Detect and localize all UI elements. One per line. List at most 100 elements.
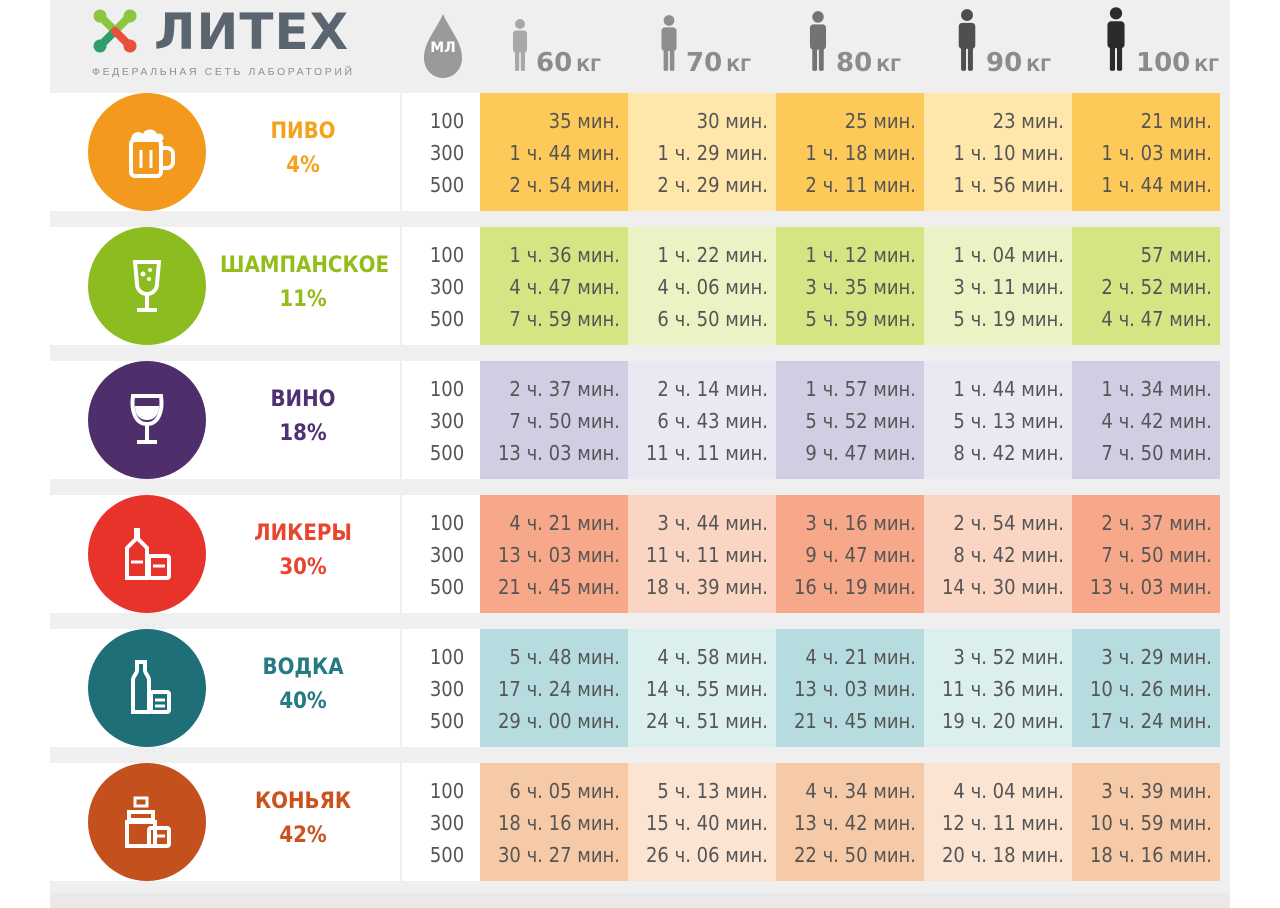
drink-name: ПИВО — [270, 119, 336, 144]
time-cell: 35 мин. 1 ч. 44 мин. 2 ч. 54 мин. — [480, 93, 628, 211]
person-icon — [661, 15, 677, 71]
liqueur-bottle-icon — [125, 528, 171, 580]
time-cell: 1 ч. 04 мин. 3 ч. 11 мин. 5 ч. 19 мин. — [924, 227, 1072, 345]
volume-value: 500 — [429, 575, 465, 599]
time-value: 5 ч. 13 мин. — [657, 779, 768, 803]
volume-value: 500 — [429, 441, 465, 465]
weight-value: 80 — [836, 48, 873, 78]
weight-value: 60 — [536, 48, 573, 78]
volume-column: 100 300 500 — [402, 629, 480, 747]
brand-name: ЛИТЕХ — [154, 3, 350, 61]
weight-unit: КГ — [726, 56, 751, 76]
time-value: 2 ч. 54 мин. — [509, 173, 620, 197]
time-value: 3 ч. 39 мин. — [1101, 779, 1212, 803]
time-list: 2 ч. 37 мин. 7 ч. 50 мин. 13 ч. 03 мин. — [1072, 507, 1212, 599]
time-value: 3 ч. 35 мин. — [805, 275, 916, 299]
drink-info-panel: ШАМПАНСКОЕ 11% — [50, 227, 400, 345]
time-value: 17 ч. 24 мин. — [1089, 709, 1212, 733]
time-list: 35 мин. 1 ч. 44 мин. 2 ч. 54 мин. — [480, 105, 620, 197]
time-list: 3 ч. 39 мин. 10 ч. 59 мин. 18 ч. 16 мин. — [1072, 775, 1212, 867]
drink-group: ВИНО 18% 100 300 500 2 ч. 37 мин. 7 ч. 50 мин.… — [50, 361, 1230, 479]
time-value: 1 ч. 34 мин. — [1101, 377, 1212, 401]
time-value: 6 ч. 50 мин. — [657, 307, 768, 331]
volume-list: 100 300 500 — [402, 775, 484, 867]
volume-value: 300 — [429, 275, 465, 299]
time-value: 5 ч. 19 мин. — [953, 307, 1064, 331]
time-list: 5 ч. 48 мин. 17 ч. 24 мин. 29 ч. 00 мин. — [480, 641, 620, 733]
time-value: 21 ч. 45 мин. — [793, 709, 916, 733]
volume-value: 500 — [429, 173, 465, 197]
time-value: 21 мин. — [1140, 109, 1212, 133]
drink-info-panel: ВОДКА 40% — [50, 629, 400, 747]
time-value: 4 ч. 58 мин. — [657, 645, 768, 669]
time-value: 25 мин. — [844, 109, 916, 133]
time-value: 1 ч. 57 мин. — [805, 377, 916, 401]
time-value: 13 ч. 03 мин. — [793, 677, 916, 701]
time-list: 1 ч. 57 мин. 5 ч. 52 мин. 9 ч. 47 мин. — [776, 373, 916, 465]
volume-column: 100 300 500 — [402, 93, 480, 211]
weight-value: 90 — [986, 48, 1023, 78]
time-cell: 30 мин. 1 ч. 29 мин. 2 ч. 29 мин. — [628, 93, 776, 211]
weight-unit: КГ — [1026, 56, 1051, 76]
volume-value: 500 — [429, 307, 465, 331]
volume-value: 300 — [429, 409, 465, 433]
time-value: 5 ч. 13 мин. — [953, 409, 1064, 433]
time-value: 4 ч. 06 мин. — [657, 275, 768, 299]
time-value: 30 ч. 27 мин. — [497, 843, 620, 867]
time-value: 24 ч. 51 мин. — [645, 709, 768, 733]
time-value: 6 ч. 05 мин. — [509, 779, 620, 803]
time-value: 8 ч. 42 мин. — [953, 441, 1064, 465]
time-value: 3 ч. 44 мин. — [657, 511, 768, 535]
drink-info-panel: ПИВО 4% — [50, 93, 400, 211]
time-cell: 1 ч. 57 мин. 5 ч. 52 мин. 9 ч. 47 мин. — [776, 361, 924, 479]
time-cell: 5 ч. 13 мин. 15 ч. 40 мин. 26 ч. 06 мин. — [628, 763, 776, 881]
time-cell: 21 мин. 1 ч. 03 мин. 1 ч. 44 мин. — [1072, 93, 1220, 211]
vodka-bottle-icon — [131, 660, 171, 714]
time-value: 2 ч. 37 мин. — [1101, 511, 1212, 535]
time-list: 2 ч. 54 мин. 8 ч. 42 мин. 14 ч. 30 мин. — [924, 507, 1064, 599]
time-list: 4 ч. 34 мин. 13 ч. 42 мин. 22 ч. 50 мин. — [776, 775, 916, 867]
time-value: 7 ч. 50 мин. — [509, 409, 620, 433]
volume-column: 100 300 500 — [402, 361, 480, 479]
volume-value: 100 — [429, 377, 465, 401]
time-list: 1 ч. 04 мин. 3 ч. 11 мин. 5 ч. 19 мин. — [924, 239, 1064, 331]
time-cell: 4 ч. 21 мин. 13 ч. 03 мин. 21 ч. 45 мин. — [776, 629, 924, 747]
time-cell: 4 ч. 34 мин. 13 ч. 42 мин. 22 ч. 50 мин. — [776, 763, 924, 881]
time-value: 7 ч. 59 мин. — [509, 307, 620, 331]
volume-header-label: МЛ — [430, 40, 456, 56]
time-list: 6 ч. 05 мин. 18 ч. 16 мин. 30 ч. 27 мин. — [480, 775, 620, 867]
drink-alcohol-percent: 4% — [286, 153, 320, 178]
drink-group: КОНЬЯК 42% 100 300 500 6 ч. 05 мин. 18 ч. 16 м… — [50, 763, 1230, 881]
weight-value: 70 — [686, 48, 723, 78]
time-value: 11 ч. 36 мин. — [941, 677, 1064, 701]
drink-group: ПИВО 4% 100 300 500 35 мин. 1 ч. 44 мин. 2 ч. 5… — [50, 93, 1230, 211]
volume-value: 100 — [429, 645, 465, 669]
time-list: 4 ч. 58 мин. 14 ч. 55 мин. 24 ч. 51 мин. — [628, 641, 768, 733]
time-cell: 1 ч. 34 мин. 4 ч. 42 мин. 7 ч. 50 мин. — [1072, 361, 1220, 479]
time-value: 18 ч. 16 мин. — [1089, 843, 1212, 867]
time-value: 3 ч. 11 мин. — [953, 275, 1064, 299]
person-icon — [809, 11, 827, 71]
weight-value: 100 — [1136, 48, 1191, 78]
time-value: 13 ч. 03 мин. — [497, 441, 620, 465]
drink-group: ВОДКА 40% 100 300 500 5 ч. 48 мин. 17 ч. 24 ми… — [50, 629, 1230, 747]
time-value: 2 ч. 14 мин. — [657, 377, 768, 401]
time-list: 3 ч. 52 мин. 11 ч. 36 мин. 19 ч. 20 мин. — [924, 641, 1064, 733]
beer-mug-icon — [129, 129, 175, 178]
time-cell: 2 ч. 54 мин. 8 ч. 42 мин. 14 ч. 30 мин. — [924, 495, 1072, 613]
time-value: 7 ч. 50 мин. — [1101, 441, 1212, 465]
time-value: 2 ч. 29 мин. — [657, 173, 768, 197]
time-list: 57 мин. 2 ч. 52 мин. 4 ч. 47 мин. — [1072, 239, 1212, 331]
time-value: 1 ч. 10 мин. — [953, 141, 1064, 165]
time-list: 2 ч. 14 мин. 6 ч. 43 мин. 11 ч. 11 мин. — [628, 373, 768, 465]
time-cell: 3 ч. 29 мин. 10 ч. 26 мин. 17 ч. 24 мин. — [1072, 629, 1220, 747]
drink-icon-circle — [88, 629, 206, 747]
time-value: 1 ч. 04 мин. — [953, 243, 1064, 267]
time-value: 30 мин. — [696, 109, 768, 133]
volume-list: 100 300 500 — [402, 239, 484, 331]
time-value: 14 ч. 30 мин. — [941, 575, 1064, 599]
volume-value: 100 — [429, 243, 465, 267]
time-value: 1 ч. 56 мин. — [953, 173, 1064, 197]
time-value: 1 ч. 22 мин. — [657, 243, 768, 267]
time-cell: 4 ч. 04 мин. 12 ч. 11 мин. 20 ч. 18 мин. — [924, 763, 1072, 881]
